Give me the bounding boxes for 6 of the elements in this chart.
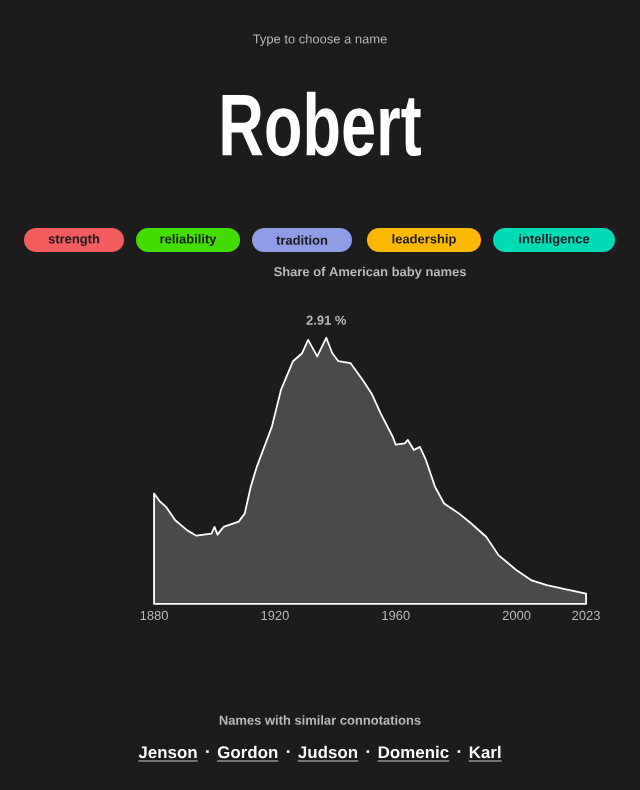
- text: Gordon: [217, 745, 278, 759]
- text: Judson: [298, 745, 358, 759]
- text: Jenson: [138, 746, 197, 759]
- text: Karl: [469, 745, 501, 759]
- text: Robert: [222, 91, 421, 157]
- text: Domenic: [378, 745, 449, 759]
